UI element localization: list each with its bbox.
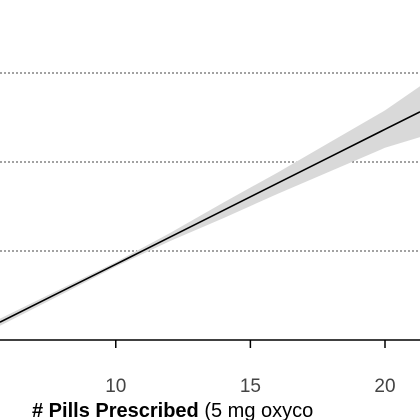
x-tick-label-20: 20 [374,376,395,397]
x-tick-label-15: 15 [240,376,261,397]
x-axis-title: # Pills Prescribed (5 mg oxyco [32,400,313,420]
fit-line [0,111,420,323]
x-axis-title-rest: (5 mg oxyco [199,400,313,420]
x-tick-label-10: 10 [105,376,126,397]
x-axis-title-bold: # Pills Prescribed [32,400,199,420]
x-axis-ticks: 10 15 20 [105,340,396,397]
